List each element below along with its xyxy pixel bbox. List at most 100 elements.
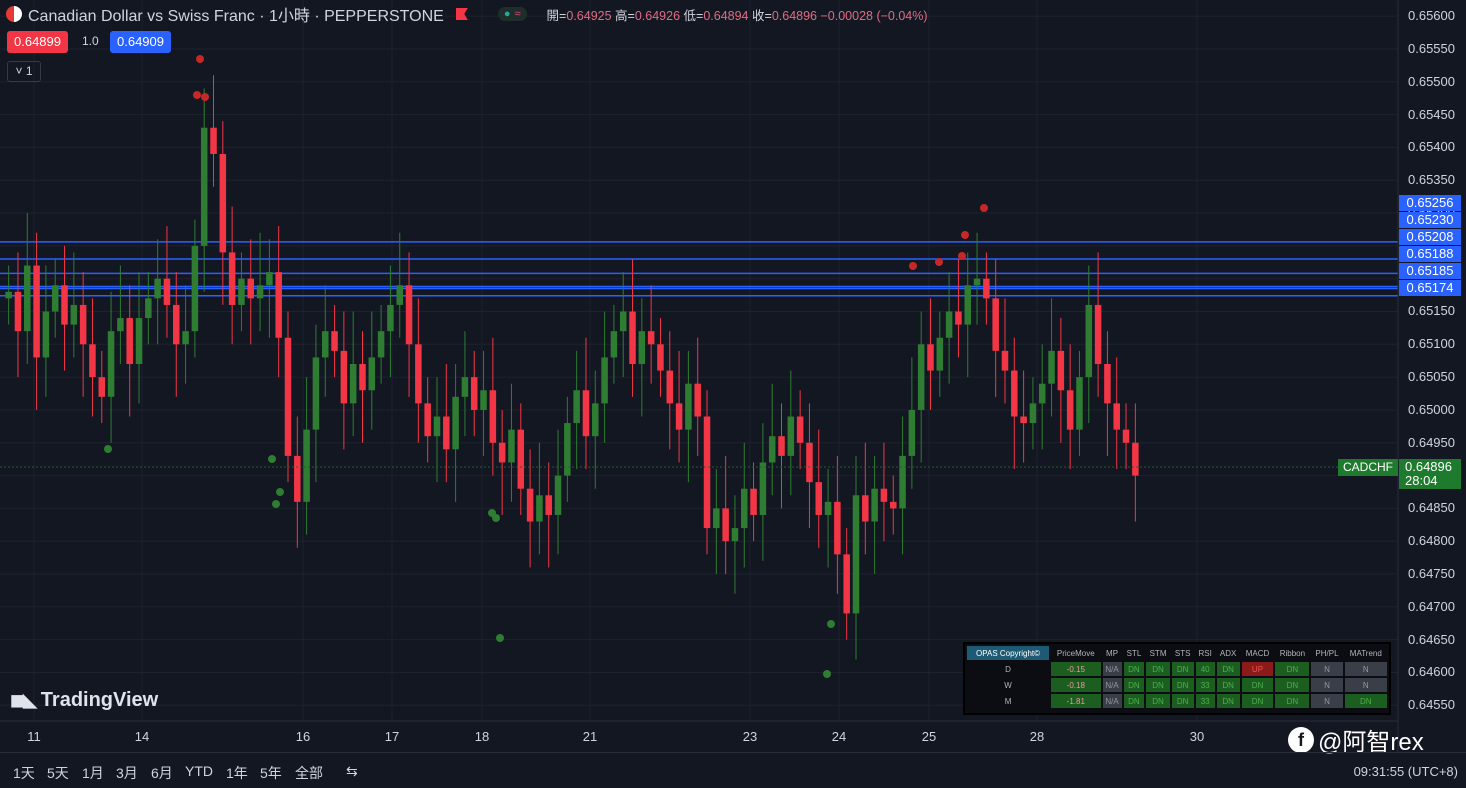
candle-body <box>713 508 720 529</box>
opas-row: W -0.18 N/A DN DN DN 33 DN DN DN N N <box>967 678 1387 692</box>
indicator-collapse-button[interactable]: ˅ 1 <box>7 61 41 82</box>
price-tick-label: 0.64650 <box>1408 631 1455 647</box>
candle-body <box>340 350 348 404</box>
signal-dot <box>196 55 204 63</box>
candle-body <box>1038 383 1046 404</box>
opas-col-header: STS <box>1174 648 1191 658</box>
level-label: 0.65256 <box>1399 195 1461 211</box>
candle-body <box>480 390 487 410</box>
candle-body <box>815 482 823 515</box>
opas-col-header: STL <box>1126 648 1142 658</box>
candle-body <box>955 311 962 325</box>
time-tick-label: 17 <box>384 729 400 744</box>
price-tick-label: 0.65350 <box>1408 172 1455 188</box>
ohlc-readout: 開=0.64925 高=0.64926 低=0.64894 收=0.64896 … <box>546 8 928 23</box>
signal-dot <box>268 455 276 463</box>
candle-body <box>70 304 78 325</box>
time-tick-label: 30 <box>1189 729 1205 744</box>
candle-body <box>359 364 366 391</box>
price-tick-label: 0.64800 <box>1408 533 1455 549</box>
candle-body <box>303 429 310 502</box>
price-tick-label: 0.65500 <box>1408 73 1455 89</box>
candle-body <box>508 429 515 463</box>
spread-value: 1.0 <box>82 34 99 48</box>
time-tick-label: 18 <box>474 729 490 744</box>
signal-dot <box>276 488 284 496</box>
opas-col-header: RSI <box>1198 648 1212 658</box>
candle-body <box>154 278 161 299</box>
clock[interactable]: 09:31:55 (UTC+8) <box>1353 764 1458 779</box>
candle-body <box>526 488 534 522</box>
opas-cell: N <box>1311 678 1343 692</box>
candle-body <box>536 495 543 522</box>
chart-header: Canadian Dollar vs Swiss Franc · 1小時 · P… <box>6 4 928 25</box>
opas-col-header: STM <box>1149 648 1167 658</box>
range-button[interactable]: YTD <box>185 763 213 779</box>
range-button[interactable]: 5年 <box>260 765 282 781</box>
candle-body <box>554 475 562 515</box>
candle-body <box>5 291 12 299</box>
candle-body <box>638 331 646 364</box>
candle-body <box>834 501 841 555</box>
candle-body <box>1104 364 1111 404</box>
price-tick-label: 0.64600 <box>1408 664 1455 680</box>
range-button[interactable]: 1月 <box>82 765 104 781</box>
signal-dot <box>823 670 831 678</box>
calendar-goto-icon[interactable]: ⇆ <box>346 763 358 779</box>
chart-grid <box>0 0 1398 721</box>
candle-body <box>377 331 385 358</box>
opas-corner: OPAS Copyright© <box>967 646 1050 660</box>
candle-body <box>973 278 981 286</box>
price-tick-label: 0.65050 <box>1408 369 1455 385</box>
candle-body <box>266 272 273 286</box>
candle-body <box>899 455 906 509</box>
price-tick-label: 0.65400 <box>1408 139 1455 155</box>
candle-body <box>443 416 450 450</box>
signal-dot <box>909 262 917 270</box>
candle-body <box>396 285 403 305</box>
range-button[interactable]: 全部 <box>295 765 323 781</box>
range-button[interactable]: 5天 <box>47 765 69 781</box>
signal-dot <box>496 634 504 642</box>
candle-body <box>862 495 869 522</box>
candles <box>5 75 1139 660</box>
time-tick-label: 28 <box>1029 729 1045 744</box>
time-tick-label: 21 <box>582 729 598 744</box>
candle-body <box>1132 442 1139 476</box>
opas-cell: DN <box>1146 694 1170 708</box>
candle-body <box>806 442 813 483</box>
candle-body <box>945 311 953 338</box>
price-tick-label: 0.65100 <box>1408 336 1455 352</box>
range-button[interactable]: 1年 <box>226 765 248 781</box>
status-pill[interactable]: ● ≈ <box>497 7 527 21</box>
tv-logo-icon: ◼◣ <box>10 690 37 710</box>
candle-body <box>452 396 459 450</box>
level-label: 0.65208 <box>1399 229 1461 245</box>
range-button[interactable]: 3月 <box>116 765 138 781</box>
current-price: 0.64896 <box>1405 459 1452 474</box>
candle-body <box>331 331 338 351</box>
candle-body <box>703 416 711 529</box>
signal-dot <box>201 93 209 101</box>
flag-icon[interactable] <box>455 8 468 20</box>
candle-body <box>796 416 804 443</box>
range-button[interactable]: 6月 <box>151 765 173 781</box>
opas-cell: DN <box>1216 678 1240 692</box>
time-tick-label: 25 <box>921 729 937 744</box>
sell-button[interactable]: 0.64899 <box>7 31 68 53</box>
candle-body <box>619 311 627 332</box>
opas-col-header: MP <box>1106 648 1119 658</box>
candle-body <box>1057 350 1065 391</box>
buy-button[interactable]: 0.64909 <box>110 31 171 53</box>
range-button[interactable]: 1天 <box>13 765 35 781</box>
candle-body <box>787 416 795 456</box>
opas-cell: N/A <box>1102 694 1122 708</box>
opas-col-header: Ribbon <box>1279 648 1306 658</box>
signal-dot <box>958 252 966 260</box>
price-chart[interactable] <box>0 0 1466 752</box>
candle-body <box>601 357 608 404</box>
chart-title[interactable]: Canadian Dollar vs Swiss Franc · 1小時 · P… <box>28 8 444 25</box>
candle-body <box>564 423 571 476</box>
candle-body <box>210 127 217 154</box>
candle-body <box>517 429 525 489</box>
